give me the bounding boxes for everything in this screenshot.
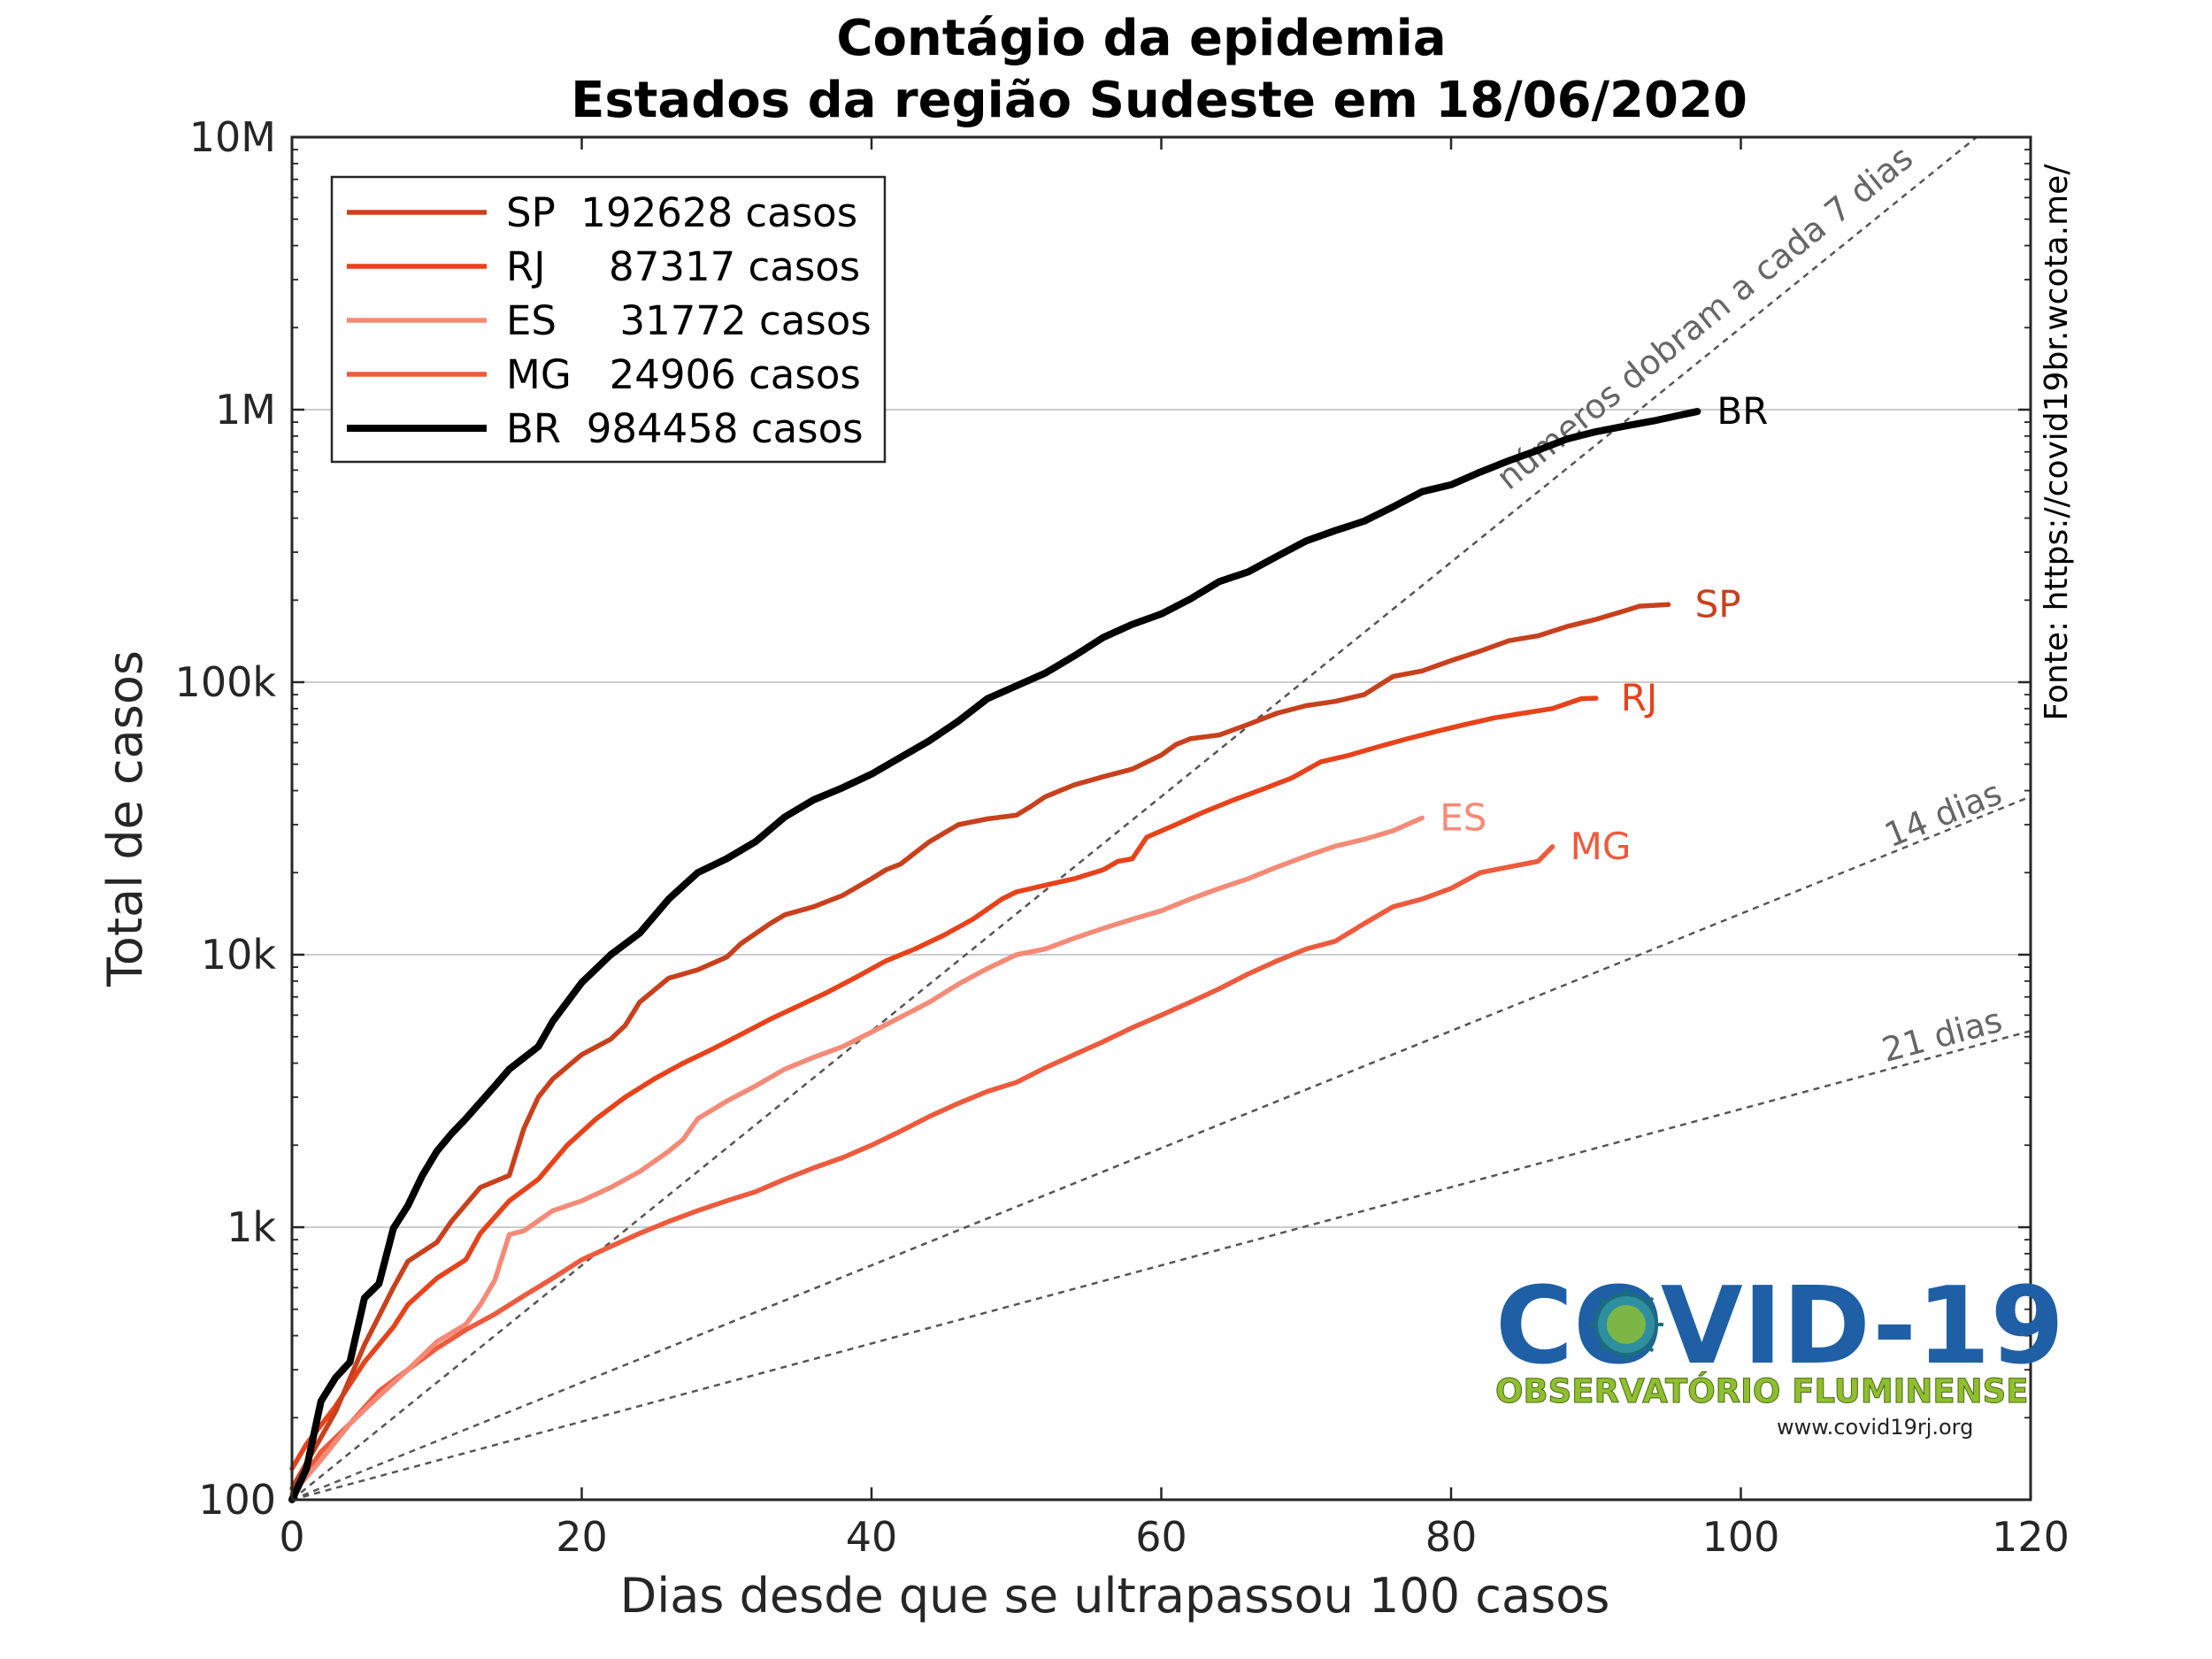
series-line-br bbox=[288, 408, 1701, 1503]
series-end-label-rj: RJ bbox=[1621, 676, 1658, 719]
legend-label-sp: SP 192628 casos bbox=[506, 189, 857, 236]
covid-logo: COVID-19 OBSERVATÓRIO FLUMINENSE www.cov… bbox=[1495, 1265, 2065, 1440]
reference-line bbox=[291, 136, 1978, 1501]
legend-label-mg: MG 24906 casos bbox=[506, 351, 861, 398]
y-tick-label: 10k bbox=[201, 931, 277, 979]
chart-subtitle: Estados da região Sudeste em 18/06/2020 bbox=[571, 72, 1747, 129]
series-line-es bbox=[289, 815, 1425, 1497]
logo-subtitle: OBSERVATÓRIO FLUMINENSE bbox=[1495, 1371, 2029, 1410]
virus-icon bbox=[1589, 1287, 1663, 1362]
x-tick-label: 80 bbox=[1425, 1513, 1478, 1561]
chart-title: Contágio da epidemia bbox=[836, 10, 1446, 67]
y-tick-label: 1M bbox=[215, 386, 276, 434]
logo-url: www.covid19rj.org bbox=[1777, 1415, 1973, 1440]
series-lines: MG ES RJ SP BR bbox=[288, 389, 1768, 1503]
legend-label-es: ES 31772 casos bbox=[506, 297, 872, 344]
legend-label-rj: RJ 87317 casos bbox=[506, 243, 860, 290]
series-line-rj bbox=[289, 695, 1599, 1471]
legend-label-br: BR 984458 casos bbox=[506, 405, 864, 452]
y-axis-label: Total de casos bbox=[97, 650, 153, 987]
reference-line bbox=[291, 795, 2032, 1502]
y-tick-label: 1k bbox=[227, 1203, 276, 1251]
series-line-mg bbox=[289, 844, 1555, 1497]
logo-title: COVID-19 bbox=[1495, 1265, 2064, 1388]
x-tick-label: 40 bbox=[846, 1513, 898, 1561]
series-end-label-mg: MG bbox=[1571, 825, 1632, 868]
axis-ticks: 0 20 40 60 80 100 120 100 1k 10k 100k 1M 10M bbox=[175, 113, 2070, 1561]
series-end-label-br: BR bbox=[1717, 389, 1768, 433]
series-end-label-es: ES bbox=[1440, 795, 1486, 839]
y-tick-label: 10M bbox=[189, 113, 276, 161]
reference-line bbox=[291, 1029, 2032, 1502]
x-tick-label: 100 bbox=[1702, 1513, 1780, 1561]
x-tick-label: 60 bbox=[1135, 1513, 1187, 1561]
x-tick-label: 120 bbox=[1992, 1513, 2070, 1561]
x-tick-label: 20 bbox=[556, 1513, 608, 1561]
legend: SP 192628 casos RJ 87317 casos ES 31772 ca… bbox=[330, 175, 887, 464]
x-axis-label: Dias desde que se ultrapassou 100 casos bbox=[620, 1568, 1610, 1624]
x-tick-label: 0 bbox=[279, 1513, 304, 1561]
series-end-label-sp: SP bbox=[1695, 582, 1741, 626]
series-line-sp bbox=[289, 602, 1671, 1492]
legend-items: SP 192628 casos RJ 87317 casos ES 31772 ca… bbox=[347, 189, 872, 452]
plot-frame bbox=[290, 135, 2032, 1502]
y-tick-label: 100k bbox=[175, 658, 277, 706]
y-tick-label: 100 bbox=[198, 1476, 276, 1524]
source-text: Fonte: https://covid19br.wcota.me/ bbox=[2039, 164, 2075, 721]
